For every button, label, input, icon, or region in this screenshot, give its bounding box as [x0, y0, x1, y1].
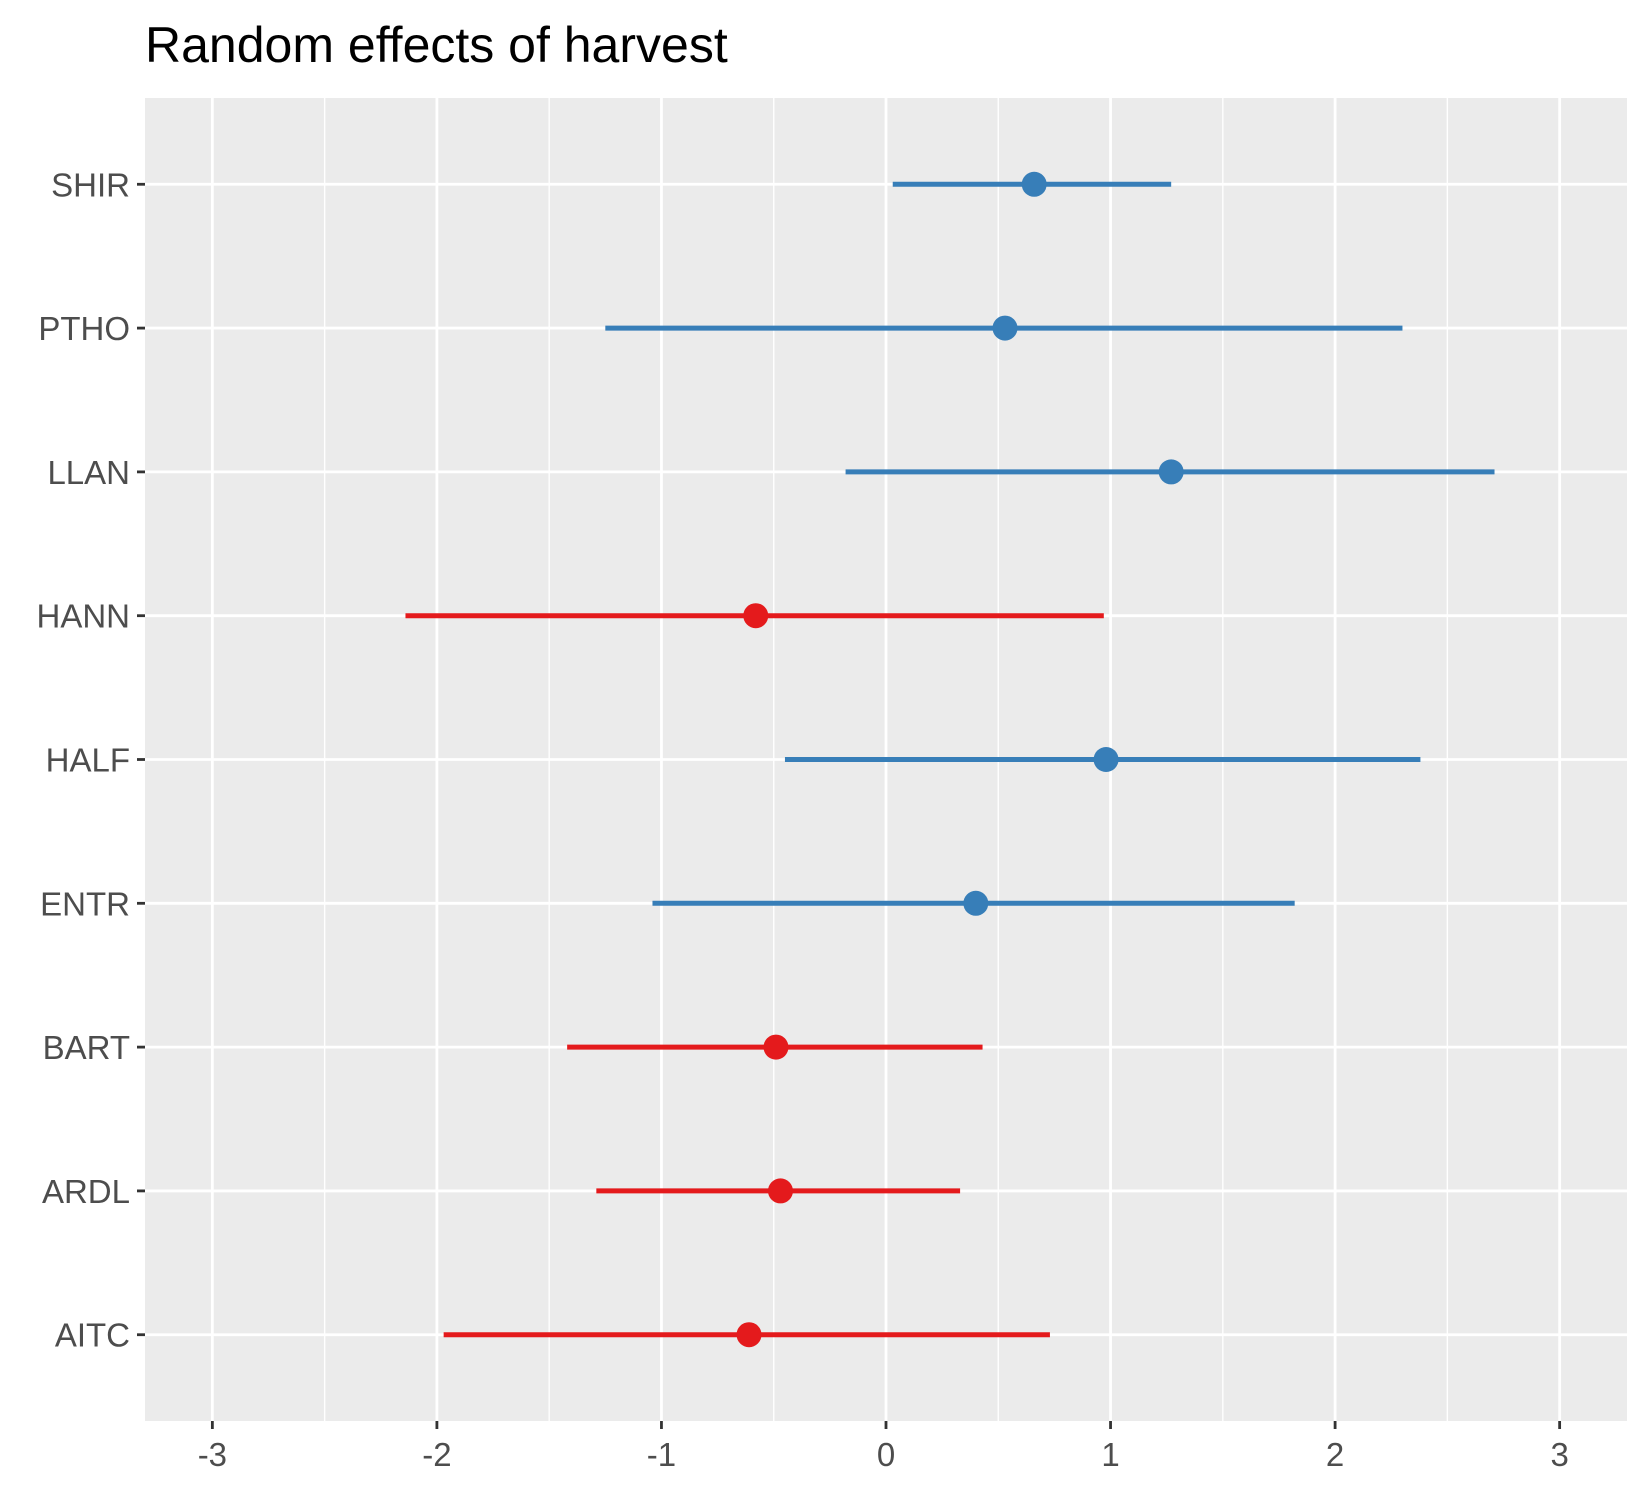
- x-tick-label: -2: [422, 1436, 451, 1473]
- x-tick-label: 0: [877, 1436, 895, 1473]
- point-bart: [763, 1034, 789, 1060]
- y-tick-label: AITC: [55, 1317, 130, 1354]
- x-tick-label: -3: [198, 1436, 227, 1473]
- point-aitc: [736, 1322, 762, 1348]
- point-ardl: [767, 1178, 793, 1204]
- y-tick-label: PTHO: [38, 310, 130, 347]
- y-tick-label: ENTR: [40, 885, 130, 922]
- x-tick-label: -1: [647, 1436, 676, 1473]
- point-llan: [1158, 459, 1184, 485]
- point-hann: [743, 603, 769, 629]
- y-tick-label: HANN: [36, 598, 130, 635]
- point-shir: [1021, 171, 1047, 197]
- chart-title: Random effects of harvest: [145, 17, 728, 73]
- point-half: [1093, 747, 1119, 772]
- x-tick-label: 3: [1550, 1436, 1568, 1473]
- x-tick-label: 1: [1101, 1436, 1119, 1473]
- y-tick-label: ARDL: [42, 1173, 130, 1210]
- point-estimates: [736, 171, 1184, 1348]
- point-ptho: [992, 315, 1018, 341]
- y-tick-label: HALF: [46, 742, 130, 779]
- x-axis: -3 -2 -1 0 1 2 3: [198, 1421, 1569, 1473]
- x-tick-label: 2: [1326, 1436, 1344, 1473]
- y-tick-label: LLAN: [47, 454, 130, 491]
- y-tick-label: BART: [43, 1029, 130, 1066]
- y-axis: SHIR PTHO LLAN HANN HALF ENTR BART ARDL AITC: [36, 166, 145, 1354]
- point-entr: [963, 890, 989, 916]
- y-tick-label: SHIR: [51, 166, 130, 203]
